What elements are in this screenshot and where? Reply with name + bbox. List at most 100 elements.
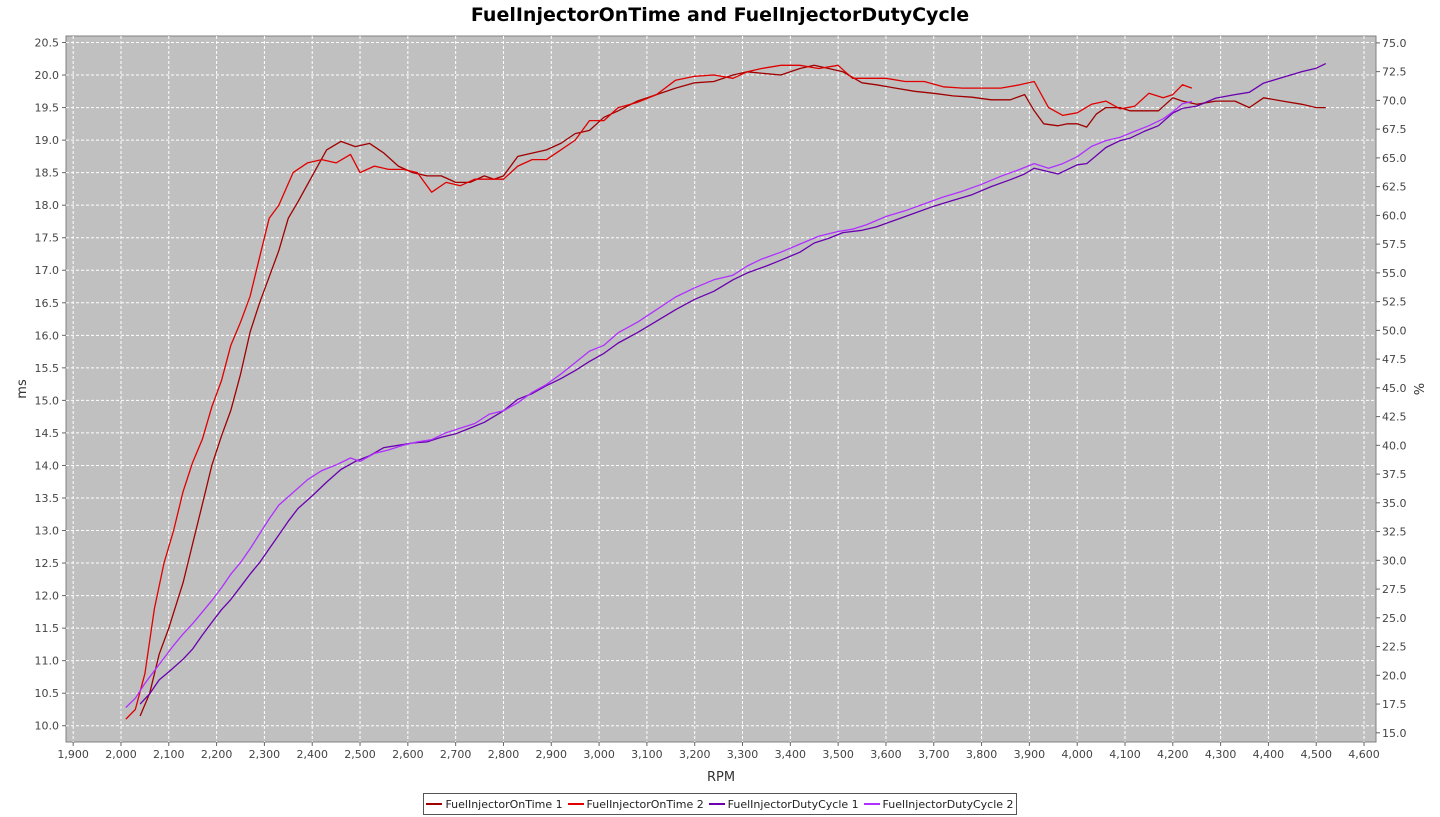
legend-label: FuelInjectorDutyCycle 2 <box>882 797 1014 811</box>
x-tick-label: 4,600 <box>1348 748 1380 761</box>
x-tick-label: 2,700 <box>440 748 472 761</box>
y-right-tick-label: 30.0 <box>1382 554 1407 567</box>
series-lines <box>125 63 1327 720</box>
legend-swatch-icon <box>708 803 725 805</box>
chart-title: FuelInjectorOnTime and FuelInjectorDutyC… <box>471 4 969 26</box>
y-left-tick-label: 10.0 <box>35 720 60 733</box>
y-left-tick-label: 19.0 <box>35 134 60 147</box>
x-tick-label: 4,100 <box>1109 748 1141 761</box>
y-right-tick-label: 70.0 <box>1382 94 1407 107</box>
y-left-tick-label: 16.5 <box>35 297 60 310</box>
y-right-tick-label: 25.0 <box>1382 612 1407 625</box>
x-tick-label: 2,100 <box>153 748 185 761</box>
y-left-tick-label: 18.0 <box>35 199 60 212</box>
x-tick-label: 3,900 <box>1014 748 1046 761</box>
y-right-tick-label: 20.0 <box>1382 669 1407 682</box>
legend-item-fuelinjectordutycycle-2: FuelInjectorDutyCycle 2 <box>863 797 1014 811</box>
x-tick-label: 3,100 <box>631 748 663 761</box>
y-right-tick-label: 22.5 <box>1382 641 1407 654</box>
legend-swatch-icon <box>863 803 880 805</box>
y-left-tick-label: 12.5 <box>35 557 60 570</box>
x-tick-label: 3,600 <box>870 748 902 761</box>
y-right-tick-label: 15.0 <box>1382 727 1407 740</box>
x-tick-label: 4,300 <box>1205 748 1237 761</box>
y-right-tick-label: 17.5 <box>1382 698 1407 711</box>
y-right-tick-label: 35.0 <box>1382 497 1407 510</box>
y-left-tick-label: 12.0 <box>35 590 60 603</box>
y-axis-left: 10.0 10.5 11.0 11.5 12.0 12.5 13.0 13.5 14.0 14.5… <box>35 37 66 733</box>
x-tick-label: 3,400 <box>775 748 807 761</box>
y-right-tick-label: 40.0 <box>1382 439 1407 452</box>
y-left-tick-label: 13.5 <box>35 492 60 505</box>
x-tick-label: 4,000 <box>1061 748 1093 761</box>
y-right-tick-label: 75.0 <box>1382 37 1407 50</box>
y-left-tick-label: 10.5 <box>35 687 60 700</box>
y-left-tick-label: 15.5 <box>35 362 60 375</box>
y-axis-right: 15.0 17.5 20.0 22.5 25.0 27.5 30.0 32.5 35.0 37.5… <box>1376 37 1407 740</box>
y-right-tick-label: 32.5 <box>1382 526 1407 539</box>
x-tick-label: 1,900 <box>57 748 89 761</box>
y-left-tick-label: 14.5 <box>35 427 60 440</box>
y-right-tick-label: 45.0 <box>1382 382 1407 395</box>
y-left-tick-label: 16.0 <box>35 329 60 342</box>
legend: FuelInjectorOnTime 1 FuelInjectorOnTime … <box>423 793 1017 815</box>
series-line-3 <box>139 63 1327 705</box>
legend-swatch-icon <box>426 803 443 805</box>
x-axis-label: RPM <box>707 770 735 785</box>
series-line-4 <box>125 100 1193 708</box>
y-left-tick-label: 17.0 <box>35 264 60 277</box>
y-right-tick-label: 67.5 <box>1382 123 1407 136</box>
y-left-tick-label: 17.5 <box>35 232 60 245</box>
x-tick-label: 2,400 <box>296 748 328 761</box>
y-right-tick-label: 50.0 <box>1382 324 1407 337</box>
x-tick-label: 4,200 <box>1157 748 1189 761</box>
x-tick-label: 3,800 <box>966 748 998 761</box>
y-right-tick-label: 27.5 <box>1382 583 1407 596</box>
y-left-tick-label: 11.5 <box>35 622 60 635</box>
y-right-tick-label: 60.0 <box>1382 209 1407 222</box>
y-right-tick-label: 52.5 <box>1382 296 1407 309</box>
x-tick-label: 2,200 <box>201 748 233 761</box>
x-tick-label: 2,500 <box>344 748 376 761</box>
y-axis-left-label: ms <box>15 379 30 399</box>
x-tick-label: 3,300 <box>727 748 759 761</box>
y-left-tick-label: 13.0 <box>35 525 60 538</box>
x-tick-label: 2,600 <box>392 748 424 761</box>
legend-swatch-icon <box>567 803 584 805</box>
y-right-tick-label: 37.5 <box>1382 468 1407 481</box>
legend-item-fuelinjectorontime-1: FuelInjectorOnTime 1 <box>426 797 563 811</box>
legend-label: FuelInjectorOnTime 1 <box>445 797 563 811</box>
x-axis: 1,900 2,000 2,100 2,200 2,300 2,400 2,500 2,600… <box>57 742 1380 761</box>
y-right-tick-label: 47.5 <box>1382 353 1407 366</box>
x-tick-label: 2,300 <box>249 748 281 761</box>
y-left-tick-label: 11.0 <box>35 655 60 668</box>
gridlines <box>66 36 1376 742</box>
y-axis-right-label: % <box>1410 383 1425 395</box>
y-right-tick-label: 55.0 <box>1382 267 1407 280</box>
y-left-tick-label: 20.0 <box>35 69 60 82</box>
x-tick-label: 4,500 <box>1300 748 1332 761</box>
x-tick-label: 2,800 <box>488 748 520 761</box>
y-left-tick-label: 18.5 <box>35 167 60 180</box>
series-line-2 <box>125 64 1193 720</box>
legend-label: FuelInjectorDutyCycle 1 <box>727 797 859 811</box>
y-left-tick-label: 14.0 <box>35 459 60 472</box>
legend-label: FuelInjectorOnTime 2 <box>586 797 704 811</box>
y-right-tick-label: 42.5 <box>1382 411 1407 424</box>
x-tick-label: 3,000 <box>583 748 615 761</box>
x-tick-label: 2,900 <box>536 748 568 761</box>
y-right-tick-label: 62.5 <box>1382 181 1407 194</box>
x-tick-label: 2,000 <box>105 748 137 761</box>
y-left-tick-label: 15.0 <box>35 394 60 407</box>
x-tick-label: 4,400 <box>1253 748 1285 761</box>
plot-area <box>65 35 1377 743</box>
y-right-tick-label: 72.5 <box>1382 66 1407 79</box>
legend-item-fuelinjectordutycycle-1: FuelInjectorDutyCycle 1 <box>708 797 859 811</box>
legend-item-fuelinjectorontime-2: FuelInjectorOnTime 2 <box>567 797 704 811</box>
x-tick-label: 3,200 <box>679 748 711 761</box>
y-right-tick-label: 65.0 <box>1382 152 1407 165</box>
x-tick-label: 3,500 <box>822 748 854 761</box>
y-left-tick-label: 20.5 <box>35 37 60 50</box>
y-right-tick-label: 57.5 <box>1382 238 1407 251</box>
